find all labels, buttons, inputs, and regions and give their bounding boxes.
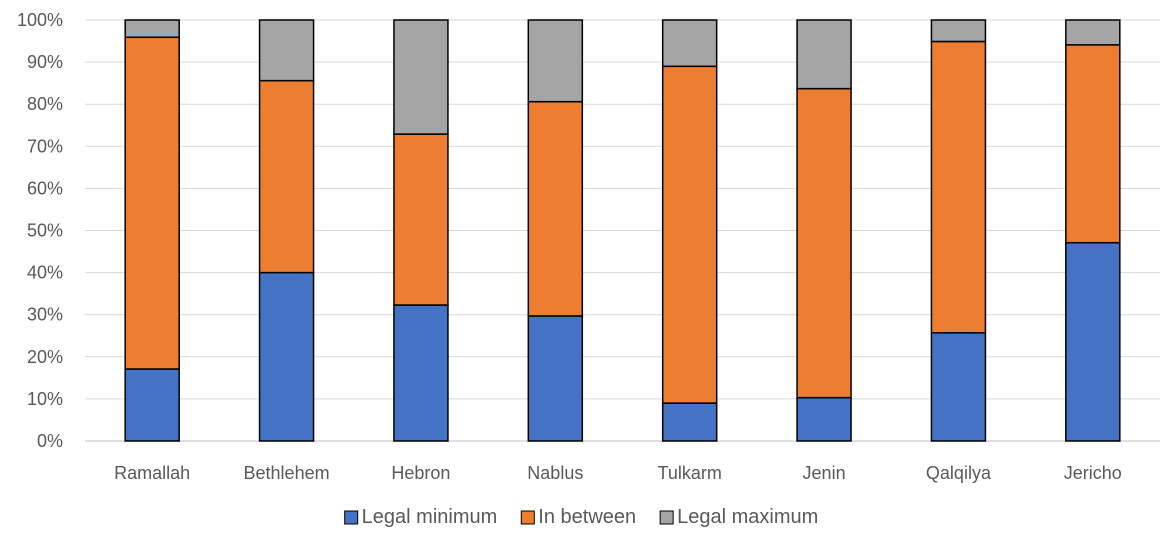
x-tick-label: Hebron	[391, 463, 450, 483]
bar-segment-legal-maximum	[1065, 19, 1121, 46]
bar-segment-in-between	[930, 40, 987, 334]
x-axis-labels: Ramallah Bethlehem Hebron Nablus Tulkarm Jeni…	[114, 463, 1122, 483]
bars	[124, 19, 1121, 442]
y-tick-label: 10%	[27, 389, 63, 409]
y-tick-label: 20%	[27, 347, 63, 367]
y-tick-label: 50%	[27, 221, 63, 241]
bar-segment-legal-minimum	[1065, 241, 1121, 442]
y-tick-label: 80%	[27, 94, 63, 114]
legend-swatch	[520, 510, 535, 525]
bar-segment-legal-minimum	[930, 332, 987, 442]
bar-segment-in-between	[393, 133, 449, 306]
bar-segment-in-between	[796, 87, 852, 399]
bar-segment-legal-minimum	[796, 396, 852, 442]
bar-segment-legal-minimum	[124, 368, 180, 442]
x-tick-label: Bethlehem	[244, 463, 330, 483]
x-tick-label: Qalqilya	[926, 463, 992, 483]
bar-segment-legal-minimum	[258, 271, 315, 442]
bar-segment-legal-maximum	[796, 19, 852, 90]
bar-segment-in-between	[1065, 44, 1121, 244]
legend-label: Legal maximum	[677, 506, 818, 528]
bar-segment-legal-minimum	[393, 304, 449, 442]
y-tick-label: 70%	[27, 136, 63, 156]
y-axis: 0% 10% 20% 30% 40% 50% 60% 70% 80% 90% 100%	[17, 10, 63, 451]
legend-label: In between	[538, 506, 636, 528]
legend-swatch	[659, 510, 674, 525]
bar-segment-legal-maximum	[393, 19, 449, 135]
bar-segment-legal-maximum	[661, 19, 718, 68]
bar-segment-legal-maximum	[930, 19, 987, 43]
legend: Legal minimum In between Legal maximum	[344, 506, 818, 528]
x-tick-label: Jericho	[1064, 463, 1122, 483]
x-tick-label: Jenin	[803, 463, 846, 483]
x-tick-label: Ramallah	[114, 463, 190, 483]
bar-segment-in-between	[124, 36, 180, 370]
bar-segment-legal-minimum	[661, 402, 718, 442]
bar-segment-in-between	[527, 100, 584, 317]
y-tick-label: 90%	[27, 52, 63, 72]
bar-segment-in-between	[661, 65, 718, 404]
bar-segment-legal-minimum	[527, 315, 584, 442]
bar-segment-in-between	[258, 79, 315, 274]
y-tick-label: 40%	[27, 263, 63, 283]
y-tick-label: 30%	[27, 305, 63, 325]
x-tick-label: Tulkarm	[658, 463, 722, 483]
legend-label: Legal minimum	[362, 506, 498, 528]
bar-segment-legal-maximum	[258, 19, 315, 82]
y-tick-label: 100%	[17, 10, 63, 30]
gridlines	[85, 19, 1160, 442]
y-tick-label: 60%	[27, 178, 63, 198]
bar-segment-legal-maximum	[527, 19, 584, 103]
legend-swatch	[344, 510, 359, 525]
bar-segment-legal-maximum	[124, 19, 180, 39]
x-tick-label: Nablus	[527, 463, 583, 483]
y-tick-label: 0%	[37, 431, 63, 451]
